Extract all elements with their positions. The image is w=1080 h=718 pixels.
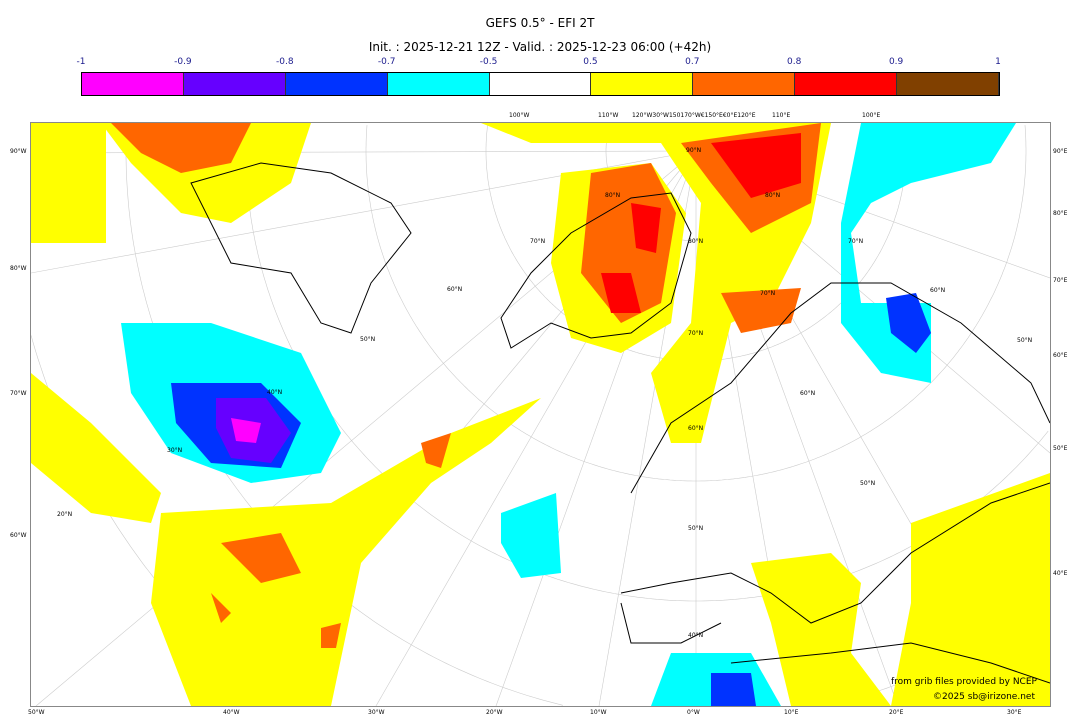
- axis-label: 90°W: [10, 148, 27, 155]
- axis-label: 10°E: [784, 709, 799, 716]
- colorbar-swatch: [285, 73, 388, 95]
- axis-label: 100°W: [509, 112, 530, 119]
- axis-label: 80°E: [1053, 210, 1068, 217]
- axis-label: 10°W: [590, 709, 607, 716]
- axis-label: 40°W: [223, 709, 240, 716]
- axis-label: 70°N: [688, 330, 704, 337]
- colorbar-swatch: [693, 73, 796, 95]
- colorbar-swatch: [591, 73, 694, 95]
- axis-label: 0°W: [687, 709, 700, 716]
- axis-label: 90°N: [686, 147, 702, 154]
- axis-label: 20°E: [889, 709, 904, 716]
- axis-label: 90°E: [1053, 148, 1068, 155]
- colorbar-label: 0.9: [888, 57, 904, 67]
- axis-label: 70°E: [1053, 277, 1068, 284]
- axis-label: 60°W: [10, 532, 27, 539]
- chart-title: GEFS 0.5° - EFI 2T: [485, 16, 595, 30]
- colorbar-swatch: [183, 73, 286, 95]
- latitude-circle: [365, 125, 1027, 482]
- axis-label: 70°N: [530, 238, 546, 245]
- axis-label: 50°N: [860, 480, 876, 487]
- colorbar-label: -0.7: [377, 57, 396, 67]
- colorbar-label: 0.8: [787, 57, 802, 67]
- axis-label: 50°N: [360, 336, 376, 343]
- axis-label: 80°N: [765, 192, 781, 199]
- colorbar-label: 0.7: [685, 57, 700, 67]
- axis-label: 30°W: [368, 709, 385, 716]
- axis-label: 20°N: [57, 511, 73, 518]
- axis-label: 30°E: [1007, 709, 1022, 716]
- colorbar-swatch: [795, 73, 898, 95]
- axis-label: 70°N: [760, 290, 776, 297]
- axis-label: 110°E: [772, 112, 791, 119]
- axis-label: 80°N: [688, 238, 704, 245]
- axis-label: 80°N: [605, 192, 621, 199]
- axis-label: 50°W: [28, 709, 45, 716]
- axis-label: 60°N: [800, 390, 816, 397]
- axis-label: 60°E: [1053, 352, 1068, 359]
- axis-label: 120°W30°W150170°W€150°E€0°E120°E: [632, 112, 756, 119]
- chart-subtitle: Init. : 2025-12-21 12Z - Valid. : 2025-1…: [368, 40, 712, 54]
- axis-label: 60°N: [930, 287, 946, 294]
- copyright: ©2025 sb@irizone.net: [933, 692, 1035, 702]
- axis-label: 20°W: [486, 709, 503, 716]
- axis-label: 50°N: [688, 525, 704, 532]
- axis-label: 60°N: [447, 286, 463, 293]
- colorbar-label: -1: [76, 57, 86, 67]
- axis-label: 100°E: [862, 112, 881, 119]
- axis-label: 70°W: [10, 390, 27, 397]
- axis-label: 50°N: [1017, 337, 1033, 344]
- colorbar-swatch: [387, 73, 490, 95]
- colorbar-swatch: [489, 73, 592, 95]
- axis-label: 40°N: [267, 389, 283, 396]
- efi-field: [31, 123, 1050, 706]
- colorbar: [81, 72, 1000, 96]
- colorbar-swatch: [82, 73, 184, 95]
- colorbar-label: 1: [995, 57, 1001, 67]
- axis-label: 50°E: [1053, 445, 1068, 452]
- axis-label: 60°N: [688, 425, 704, 432]
- axis-label: 40°N: [688, 632, 704, 639]
- axis-label: 30°N: [167, 447, 183, 454]
- axis-label: 110°W: [598, 112, 619, 119]
- axis-label: 70°N: [848, 238, 864, 245]
- colorbar-label: -0.8: [275, 57, 294, 67]
- axis-label: 80°W: [10, 265, 27, 272]
- colorbar-swatch: [897, 73, 1000, 95]
- source-credit: from grib files provided by NCEP: [891, 677, 1037, 687]
- map-svg: [31, 123, 1050, 706]
- colorbar-label: -0.9: [174, 57, 192, 67]
- coastlines: [190, 162, 1050, 684]
- map[interactable]: [30, 122, 1051, 707]
- axis-label: 40°E: [1053, 570, 1068, 577]
- colorbar-label: 0.5: [583, 57, 598, 67]
- colorbar-label: -0.5: [479, 57, 498, 67]
